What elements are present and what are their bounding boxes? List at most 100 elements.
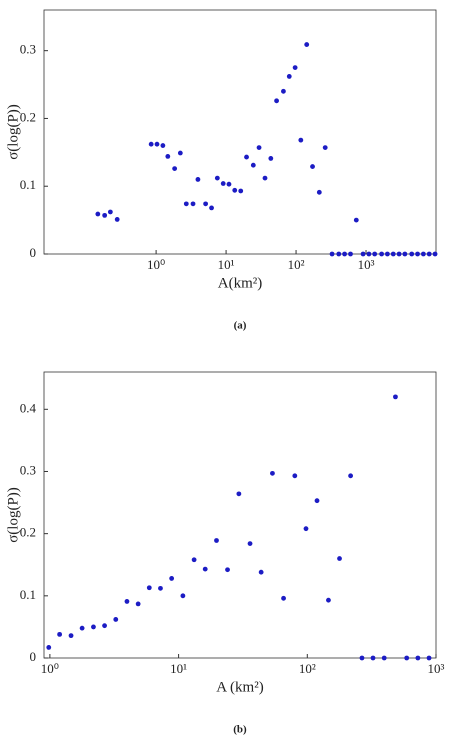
point <box>415 655 421 661</box>
point <box>281 595 286 601</box>
point <box>91 624 96 630</box>
point <box>270 470 275 476</box>
point <box>359 655 365 661</box>
point <box>169 576 175 581</box>
point <box>420 251 426 257</box>
x-tick-label: 10² <box>288 257 305 272</box>
x-tick-label: 10² <box>299 661 316 676</box>
point <box>409 251 415 257</box>
point <box>180 593 186 599</box>
point <box>214 175 220 181</box>
point <box>348 473 353 479</box>
point <box>316 189 322 195</box>
y-tick-label: 0.3 <box>20 42 36 57</box>
point <box>402 251 408 257</box>
point <box>135 601 141 607</box>
point <box>250 162 256 168</box>
point <box>190 201 196 207</box>
point <box>258 569 264 575</box>
x-axis-label: A(km²) <box>218 275 263 291</box>
point <box>220 181 226 186</box>
point <box>372 251 378 257</box>
point <box>256 145 262 150</box>
point <box>148 141 154 147</box>
caption: (a) <box>234 320 247 332</box>
point <box>432 251 438 257</box>
point <box>154 141 160 147</box>
point <box>79 625 85 631</box>
point <box>366 251 372 257</box>
point <box>396 251 402 257</box>
x-tick-label: 10⁰ <box>41 661 59 676</box>
point <box>292 65 298 71</box>
point <box>390 251 396 257</box>
point <box>177 150 183 156</box>
point <box>232 187 238 193</box>
point <box>238 188 244 194</box>
plot-frame <box>43 9 437 255</box>
point <box>326 597 331 603</box>
point <box>426 655 432 661</box>
point <box>286 74 292 79</box>
point <box>322 145 328 150</box>
point <box>310 164 315 169</box>
point <box>415 251 420 257</box>
point <box>195 177 201 182</box>
point <box>274 98 279 104</box>
point <box>314 498 320 504</box>
point <box>68 633 74 639</box>
point <box>360 251 366 257</box>
point <box>114 217 120 222</box>
point <box>113 617 119 622</box>
y-tick-label: 0.2 <box>20 525 36 540</box>
point <box>124 599 130 604</box>
point <box>329 251 335 257</box>
point <box>303 526 309 532</box>
y-tick-label: 0 <box>30 245 37 260</box>
x-tick-label: 10¹ <box>170 661 187 676</box>
point <box>393 394 398 400</box>
point <box>353 217 359 223</box>
point <box>226 181 232 187</box>
x-tick-label: 10³ <box>428 661 445 676</box>
point <box>404 655 410 661</box>
point <box>183 201 189 207</box>
point <box>292 473 298 479</box>
point <box>337 556 342 561</box>
plot-frame <box>43 371 437 659</box>
y-tick-label: 0 <box>30 649 37 664</box>
point <box>236 491 242 497</box>
point <box>165 154 171 159</box>
point <box>381 655 387 661</box>
point <box>107 209 113 215</box>
point <box>336 251 342 257</box>
point <box>46 645 52 650</box>
point <box>379 251 385 257</box>
point <box>342 251 347 257</box>
point <box>209 205 214 211</box>
x-axis-label: A (km²) <box>216 679 263 695</box>
point <box>203 201 209 207</box>
point <box>348 251 353 257</box>
point <box>247 541 253 546</box>
point <box>244 154 249 160</box>
y-axis-label: σ(log(P)) <box>5 487 21 543</box>
point <box>426 251 432 257</box>
x-tick-label: 10¹ <box>218 257 235 272</box>
point <box>225 567 230 573</box>
point <box>57 631 63 637</box>
y-tick-label: 0.1 <box>20 587 36 602</box>
point <box>158 585 163 591</box>
y-tick-label: 0.3 <box>20 462 36 477</box>
point <box>102 623 107 629</box>
point <box>384 251 390 257</box>
point <box>298 137 304 143</box>
point <box>281 88 286 94</box>
point <box>146 585 152 591</box>
point <box>95 211 101 217</box>
point <box>172 166 178 172</box>
x-tick-label: 10³ <box>358 257 375 272</box>
point <box>160 143 166 148</box>
point <box>191 557 197 563</box>
